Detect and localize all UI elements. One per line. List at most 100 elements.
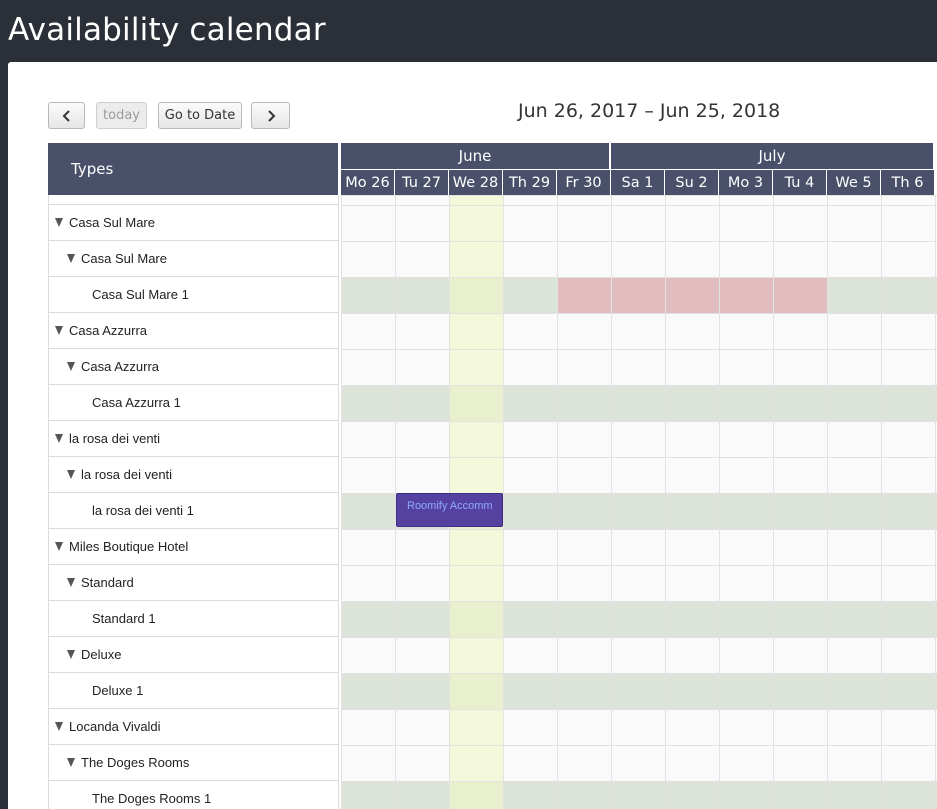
day-header: Fr 30 [557,170,610,195]
expand-toggle-icon[interactable] [67,758,75,767]
grid-row-line [341,565,937,566]
expand-toggle-icon[interactable] [55,722,63,731]
resource-label: la rosa dei venti [81,467,173,482]
resource-row[interactable]: The Doges Rooms [49,745,338,781]
resource-label: Casa Azzurra [81,359,160,374]
resource-row[interactable]: Locanda Vivaldi [49,709,338,745]
resource-label: Casa Sul Mare 1 [92,287,189,302]
expand-toggle-icon[interactable] [67,650,75,659]
resource-row: Casa Azzurra 1 [49,385,338,421]
grid-row-line [341,385,937,386]
resource-label: Miles Boutique Hotel [69,539,189,554]
grid-row-line [341,709,937,710]
resource-label: la rosa dei venti [69,431,161,446]
page-title: Availability calendar [8,12,326,48]
day-header: Th 6 [881,170,934,195]
grid-row-line [341,457,937,458]
grid-column-line [557,195,558,809]
resource-label: Casa Sul Mare [81,251,167,266]
grid-column-line [341,195,342,809]
grid-row-line [341,673,937,674]
month-header: June [341,143,610,169]
grid-row-line [341,349,937,350]
grid-row-line [341,529,937,530]
resource-row[interactable]: la rosa dei venti [49,421,338,457]
resource-row[interactable]: Deluxe [49,637,338,673]
expand-toggle-icon[interactable] [55,434,63,443]
month-header-row: June July [341,143,937,169]
resource-label: The Doges Rooms [81,755,190,770]
resource-row[interactable]: Casa Sul Mare [49,241,338,277]
expand-toggle-icon[interactable] [55,326,63,335]
day-header: Su 2 [665,170,718,195]
day-header: Th 29 [503,170,556,195]
go-to-date-button[interactable]: Go to Date [158,102,242,129]
resource-label: Deluxe [81,647,122,662]
expand-toggle-icon[interactable] [67,470,75,479]
next-button[interactable] [251,102,290,129]
availability-band [341,782,937,809]
today-button[interactable]: today [96,102,147,129]
expand-toggle-icon[interactable] [67,254,75,263]
resource-row: Standard 1 [49,601,338,637]
resource-row[interactable]: Standard [49,565,338,601]
grid-column-line [719,195,720,809]
grid-row-line [341,745,937,746]
unavailable-block[interactable] [557,278,827,313]
resource-label: Casa Sul Mare [69,215,155,230]
day-header: Sa 1 [611,170,664,195]
resource-label: Deluxe 1 [92,683,144,698]
day-header: Mo 26 [341,170,394,195]
resource-label: la rosa dei venti 1 [92,503,194,518]
prev-button[interactable] [48,102,85,129]
grid-row-line [341,205,937,206]
resource-label: Standard [81,575,134,590]
day-header-row: Mo 26 Tu 27 We 28 Th 29 Fr 30 Sa 1 Su 2 Mo 3 Tu … [341,170,937,195]
resource-row[interactable]: Casa Sul Mare [49,205,338,241]
resource-label: The Doges Rooms 1 [92,791,212,806]
grid-row-line [341,277,937,278]
resource-label: Casa Azzurra [69,323,148,338]
resource-row: Casa Sul Mare 1 [49,277,338,313]
timeline-grid[interactable]: Roomify Accomm [341,195,937,809]
resource-label: Standard 1 [92,611,156,626]
expand-toggle-icon[interactable] [55,218,63,227]
resource-row: Deluxe 1 [49,673,338,709]
grid-column-line [935,195,936,809]
grid-column-line [611,195,612,809]
chevron-left-icon [62,109,70,122]
resource-list: Casa Sul Mare Casa Sul Mare Casa Sul Mare … [48,205,339,809]
grid-column-line [395,195,396,809]
resource-label: Locanda Vivaldi [69,719,161,734]
booking-event[interactable]: Roomify Accomm [396,493,503,527]
availability-band [341,602,937,637]
day-header: We 28 [449,170,502,195]
calendar-panel: today Go to Date Jun 26, 2017 – Jun 25, … [8,62,937,809]
expand-toggle-icon[interactable] [67,578,75,587]
resource-label: Casa Azzurra 1 [92,395,181,410]
grid-column-line [503,195,504,809]
resource-row[interactable]: Miles Boutique Hotel [49,529,338,565]
date-range-title: Jun 26, 2017 – Jun 25, 2018 [518,100,781,122]
grid-row-line [341,781,937,782]
resource-row[interactable]: Casa Azzurra [49,349,338,385]
grid-row-line [341,313,937,314]
day-header: Mo 3 [719,170,772,195]
grid-column-line [665,195,666,809]
resource-row[interactable]: Casa Azzurra [49,313,338,349]
grid-row-line [341,421,937,422]
resource-row: la rosa dei venti 1 [49,493,338,529]
grid-row-line [341,195,937,196]
grid-column-line [773,195,774,809]
resource-row: The Doges Rooms 1 [49,781,338,809]
resource-row[interactable]: la rosa dei venti [49,457,338,493]
resources-header: Types [48,143,338,195]
availability-band [341,386,937,421]
expand-toggle-icon[interactable] [55,542,63,551]
availability-band [341,674,937,709]
chevron-right-icon [267,109,275,122]
day-header: Tu 27 [395,170,448,195]
grid-row-line [341,493,937,494]
grid-row-line [341,637,937,638]
expand-toggle-icon[interactable] [67,362,75,371]
